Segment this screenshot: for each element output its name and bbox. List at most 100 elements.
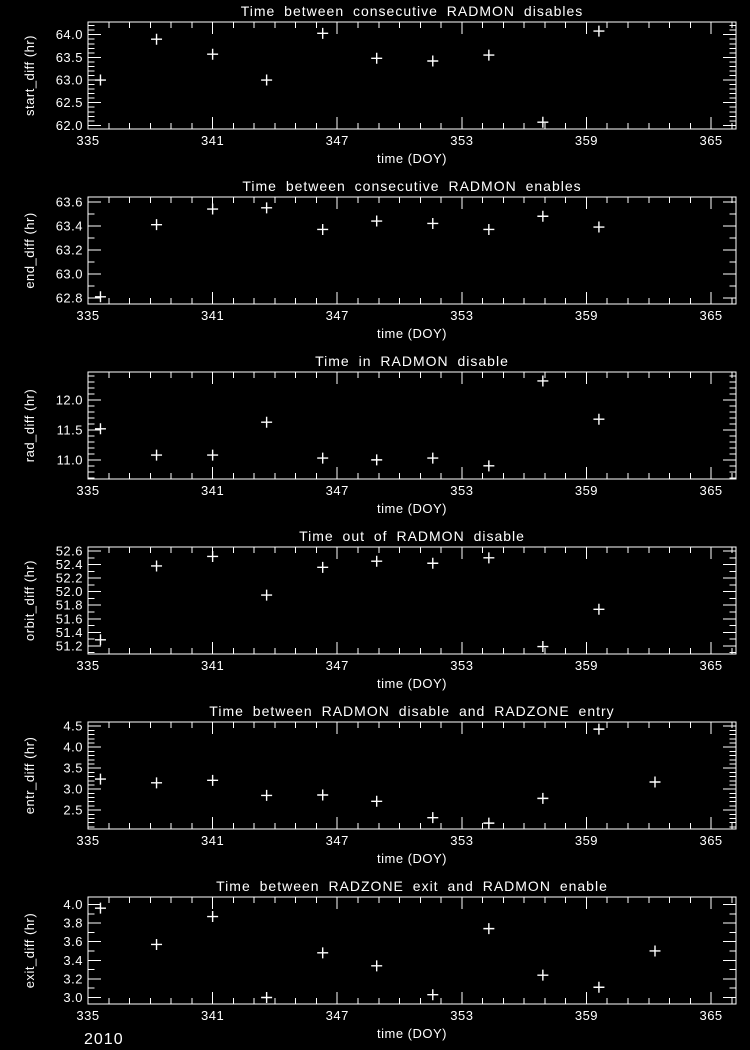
y-tick-label: 12.0 — [56, 393, 83, 408]
x-tick-label: 335 — [76, 308, 99, 323]
y-tick-label: 4.5 — [63, 719, 83, 734]
y-tick-label: 52.0 — [56, 584, 83, 599]
x-tick-label: 335 — [76, 1008, 99, 1023]
data-point-marker — [371, 52, 383, 64]
data-point-marker — [593, 603, 605, 615]
data-point-marker — [371, 454, 383, 466]
data-point-marker — [537, 969, 549, 981]
x-axis-label: time (DOY) — [377, 151, 447, 166]
data-point-marker — [317, 947, 329, 959]
data-point-marker — [593, 981, 605, 993]
data-point-marker — [261, 991, 273, 1003]
data-point-marker — [151, 449, 163, 461]
y-tick-label: 51.2 — [56, 638, 83, 653]
data-point-marker — [371, 795, 383, 807]
y-axis-label: end_diff (hr) — [22, 212, 37, 288]
y-tick-label: 3.0 — [63, 990, 83, 1005]
x-tick-label: 365 — [699, 1008, 722, 1023]
data-point-marker — [427, 55, 439, 67]
data-point-marker — [207, 774, 219, 786]
y-tick-label: 63.6 — [56, 194, 83, 209]
y-tick-label: 62.8 — [56, 290, 83, 305]
x-tick-label: 341 — [201, 1008, 224, 1023]
x-tick-label: 347 — [326, 483, 349, 498]
y-tick-label: 11.0 — [57, 452, 83, 467]
data-point-marker — [207, 203, 219, 215]
y-tick-label: 63.4 — [56, 218, 83, 233]
data-point-marker — [261, 416, 273, 428]
data-point-marker — [151, 777, 163, 789]
y-axis-label: exit_diff (hr) — [22, 913, 37, 988]
data-point-marker — [649, 776, 661, 788]
data-point-marker — [593, 723, 605, 735]
x-tick-label: 341 — [201, 833, 224, 848]
y-axis-label: orbit_diff (hr) — [22, 560, 37, 641]
data-point-marker — [427, 989, 439, 1001]
y-axis-label: entr_diff (hr) — [22, 737, 37, 815]
panel-orbit-diff-chart: Time out of RADMON disable 335 341 347 353 35… — [22, 528, 737, 691]
y-tick-label: 52.2 — [56, 571, 83, 586]
x-tick-label: 341 — [201, 133, 224, 148]
y-tick-label: 11.5 — [57, 422, 83, 437]
panel-rad-diff-chart: Time in RADMON disable 335 341 347 353 359 365… — [22, 353, 737, 516]
x-tick-label: 353 — [450, 658, 473, 673]
x-tick-label: 347 — [326, 833, 349, 848]
y-tick-label: 51.8 — [56, 598, 83, 613]
x-tick-label: 335 — [76, 483, 99, 498]
plot-frame — [87, 546, 737, 655]
data-point-marker — [371, 215, 383, 227]
x-tick-label: 347 — [326, 133, 349, 148]
y-tick-label: 62.5 — [56, 95, 83, 110]
x-tick-label: 353 — [450, 308, 473, 323]
x-tick-label: 365 — [699, 483, 722, 498]
data-point-marker — [427, 812, 439, 824]
x-tick-label: 347 — [326, 308, 349, 323]
data-point-marker — [151, 33, 163, 45]
y-tick-label: 51.4 — [56, 625, 83, 640]
data-point-marker — [483, 460, 495, 472]
x-axis-label: time (DOY) — [377, 501, 447, 516]
panel-title: Time in RADMON disable — [315, 353, 509, 369]
data-point-marker — [537, 116, 549, 128]
data-point-marker — [207, 911, 219, 923]
x-tick-label: 353 — [450, 1008, 473, 1023]
x-tick-label: 365 — [699, 133, 722, 148]
panel-title: Time out of RADMON disable — [299, 528, 525, 544]
y-tick-label: 3.8 — [63, 916, 83, 931]
panel-end-diff-chart: Time between consecutive RADMON enables 3… — [22, 178, 737, 341]
x-tick-label: 335 — [76, 658, 99, 673]
data-point-marker — [151, 938, 163, 950]
data-point-marker — [593, 25, 605, 37]
data-point-marker — [261, 202, 273, 214]
x-axis-label: time (DOY) — [377, 851, 447, 866]
data-point-marker — [207, 449, 219, 461]
plot-frame — [87, 896, 737, 1005]
data-point-marker — [94, 773, 106, 785]
plot-frame — [87, 196, 737, 305]
data-point-marker — [317, 27, 329, 39]
y-axis-label: start_diff (hr) — [22, 35, 37, 116]
x-tick-label: 359 — [575, 133, 598, 148]
x-tick-label: 347 — [326, 1008, 349, 1023]
x-tick-label: 353 — [450, 133, 473, 148]
panel-entr-diff-chart: Time between RADMON disable and RADZONE … — [22, 703, 737, 866]
data-point-marker — [483, 223, 495, 235]
data-point-marker — [427, 557, 439, 569]
x-tick-label: 347 — [326, 658, 349, 673]
data-point-marker — [94, 291, 106, 303]
x-tick-label: 365 — [699, 308, 722, 323]
x-tick-label: 365 — [699, 833, 722, 848]
data-point-marker — [537, 375, 549, 387]
y-tick-label: 51.6 — [56, 611, 83, 626]
x-tick-label: 353 — [450, 833, 473, 848]
plot-frame — [87, 721, 737, 830]
data-point-marker — [261, 789, 273, 801]
x-tick-label: 335 — [76, 833, 99, 848]
data-point-marker — [483, 552, 495, 564]
y-tick-label: 4.0 — [63, 897, 83, 912]
x-axis-label: time (DOY) — [377, 1026, 447, 1041]
data-point-marker — [94, 423, 106, 435]
data-point-marker — [261, 74, 273, 86]
x-tick-label: 365 — [699, 658, 722, 673]
